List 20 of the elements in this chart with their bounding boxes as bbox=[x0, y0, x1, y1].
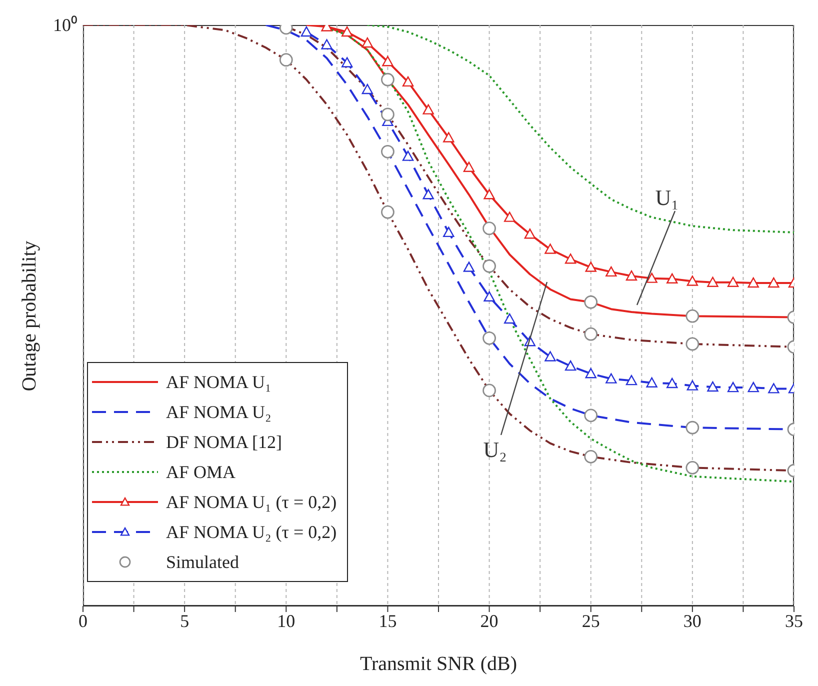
legend-label: DF NOMA [12] bbox=[166, 432, 282, 452]
x-tick-label: 5 bbox=[180, 610, 190, 631]
x-axis-title: Transmit SNR (dB) bbox=[360, 653, 518, 675]
legend-label: AF OMA bbox=[166, 462, 236, 482]
legend-label: AF NOMA U₁ bbox=[166, 372, 272, 392]
x-tick-label: 20 bbox=[480, 610, 498, 631]
annotation: U₁ bbox=[655, 185, 679, 210]
x-tick-label: 15 bbox=[378, 610, 397, 631]
legend-label: AF NOMA U₂ (τ = 0,2) bbox=[166, 522, 337, 542]
x-tick-label: 30 bbox=[683, 610, 702, 631]
annotation: U₂ bbox=[483, 437, 507, 462]
x-tick-label: 10 bbox=[277, 610, 296, 631]
legend-label: AF NOMA U₁ (τ = 0,2) bbox=[166, 492, 337, 512]
legend-label: Simulated bbox=[166, 552, 239, 572]
x-tick-label: 35 bbox=[785, 610, 803, 631]
y-axis-title: Outage probability bbox=[18, 240, 42, 391]
x-tick-label: 25 bbox=[582, 610, 600, 631]
x-tick-label: 0 bbox=[78, 610, 88, 631]
legend-label: AF NOMA U₂ bbox=[166, 402, 272, 422]
text: 10⁰ bbox=[53, 15, 77, 35]
